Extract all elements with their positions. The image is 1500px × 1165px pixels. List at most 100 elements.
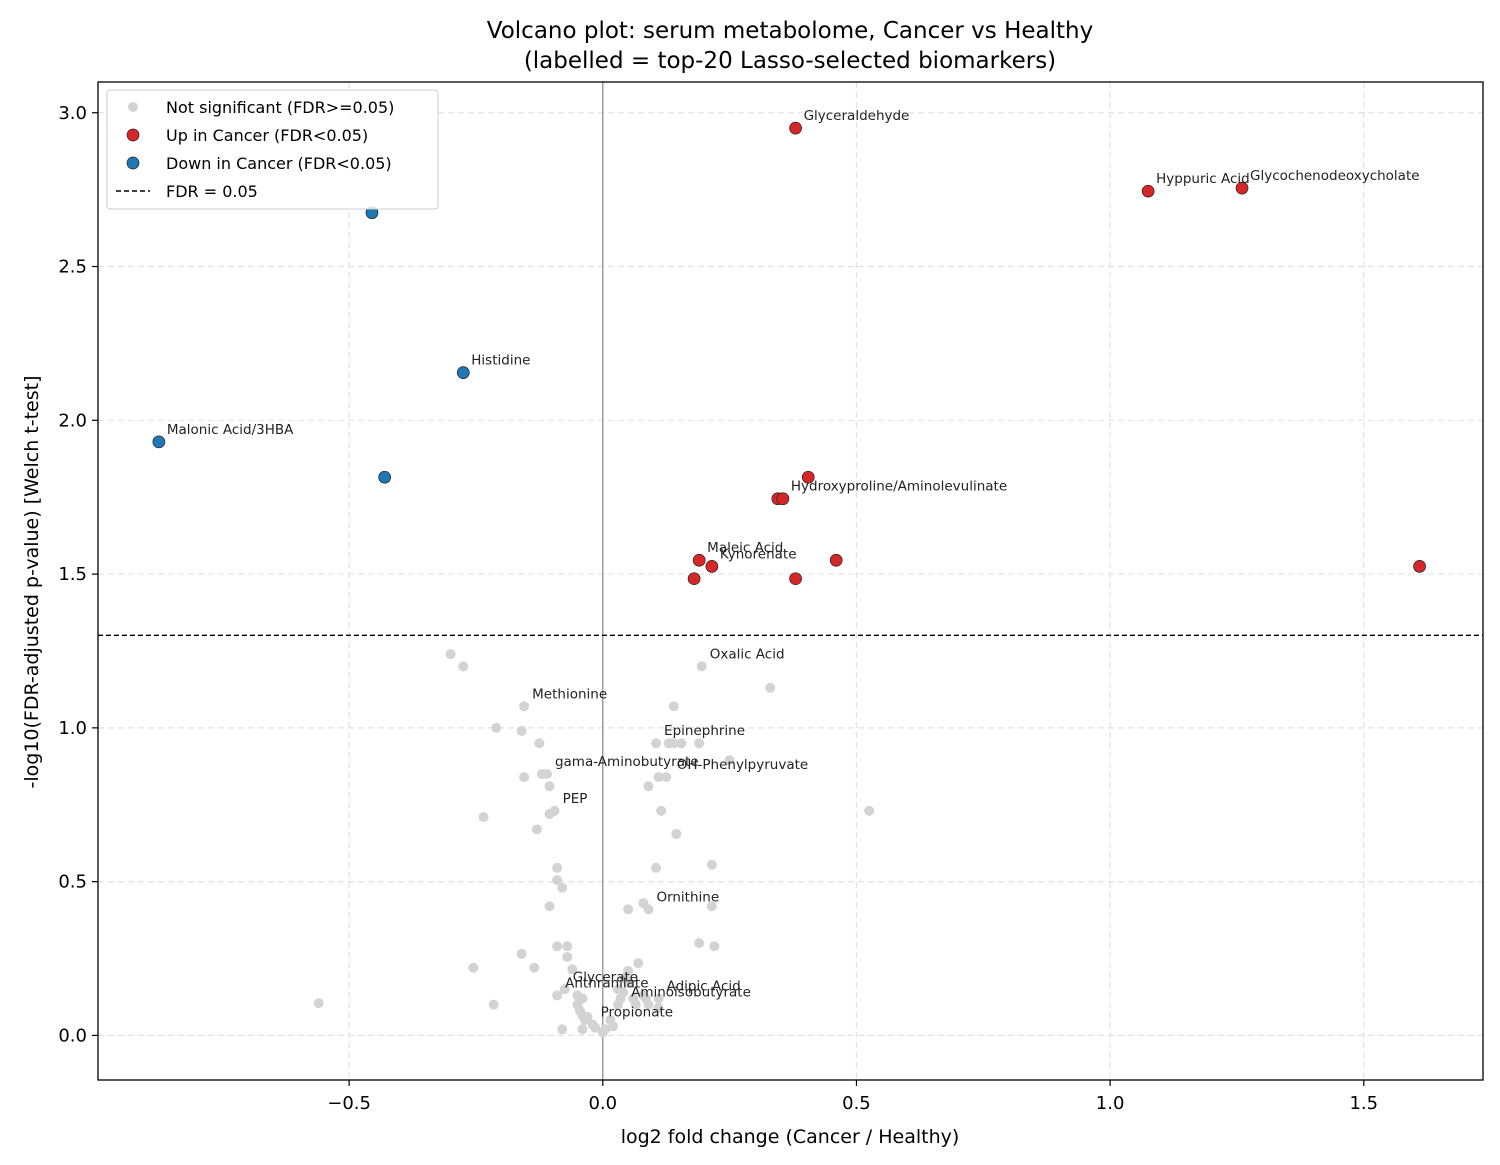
point-not-significant <box>633 958 644 969</box>
point-not-significant <box>694 738 705 749</box>
x-tick-label: 0.5 <box>842 1093 871 1114</box>
legend-marker-not-significant <box>128 102 138 112</box>
point-not-significant <box>651 738 662 749</box>
point-not-significant <box>562 951 573 962</box>
point-down-in-cancer <box>456 366 470 379</box>
point-label: Adipic Acid <box>667 978 741 994</box>
point-not-significant <box>661 772 672 783</box>
point-up-in-cancer <box>801 470 815 484</box>
point-up-in-cancer <box>687 572 701 586</box>
legend-label-not-significant: Not significant (FDR>=0.05) <box>166 98 394 117</box>
point-up-in-cancer <box>776 492 790 506</box>
data-points <box>152 121 1426 1038</box>
point-not-significant <box>552 990 563 1001</box>
point-label: Glyceraldehyde <box>804 108 910 124</box>
point-not-significant <box>552 862 563 873</box>
point-not-significant <box>567 964 578 975</box>
point-not-significant <box>653 1002 664 1013</box>
point-not-significant <box>552 875 563 886</box>
point-label: Hydroxyproline/Aminolevulinate <box>791 479 1007 495</box>
point-not-significant <box>668 738 679 749</box>
point-label: Glycerate <box>573 969 638 985</box>
y-tick-label: 0.0 <box>58 1025 87 1046</box>
point-not-significant <box>653 772 664 783</box>
y-tick-label: 3.0 <box>58 103 87 124</box>
point-not-significant <box>643 999 654 1010</box>
y-tick-label: 1.0 <box>58 718 87 739</box>
point-label: Kynorenate <box>720 546 797 562</box>
point-not-significant <box>709 941 720 952</box>
point-not-significant <box>653 993 664 1004</box>
legend-label-up: Up in Cancer (FDR<0.05) <box>166 126 368 145</box>
point-label: Aminoisobutyrate <box>631 985 751 1001</box>
legend-box <box>106 89 439 210</box>
point-not-significant <box>600 1024 611 1035</box>
x-ticks: −0.5 0.0 0.5 1.0 1.5 <box>327 1080 1378 1114</box>
point-not-significant <box>590 1022 601 1033</box>
point-not-significant <box>562 941 573 952</box>
reference-lines <box>98 82 1483 1080</box>
point-not-significant <box>534 738 545 749</box>
point-not-significant <box>549 805 560 816</box>
point-down-in-cancer <box>152 435 166 449</box>
point-not-significant <box>696 661 707 672</box>
point-label: Malonic Acid/3HBA <box>167 422 294 438</box>
point-label: Propionate <box>601 1005 673 1021</box>
point-up-in-cancer <box>1413 560 1426 573</box>
x-tick-label: 0.0 <box>588 1093 617 1114</box>
point-not-significant <box>630 999 641 1010</box>
point-not-significant <box>605 1015 616 1026</box>
x-tick-label: −0.5 <box>327 1093 371 1114</box>
point-not-significant <box>643 904 654 915</box>
y-axis-label: -log10(FDR-adjusted p-value) [Welch t-te… <box>21 376 43 789</box>
point-up-in-cancer <box>705 560 719 573</box>
point-up-in-cancer <box>789 572 802 586</box>
y-tick-label: 1.5 <box>58 564 87 585</box>
point-not-significant <box>864 805 875 816</box>
legend-label-threshold: FDR = 0.05 <box>166 182 258 201</box>
legend-label-down: Down in Cancer (FDR<0.05) <box>166 154 392 173</box>
point-not-significant <box>516 725 527 736</box>
x-axis-label: log2 fold change (Cancer / Healthy) <box>621 1126 960 1148</box>
point-not-significant <box>706 859 717 870</box>
point-label: OH-Phenylpyruvate <box>677 757 808 773</box>
point-not-significant <box>623 965 634 976</box>
point-not-significant <box>445 649 456 660</box>
point-not-significant <box>478 812 489 823</box>
point-not-significant <box>613 984 624 995</box>
point-not-significant <box>671 828 682 839</box>
point-up-in-cancer <box>1141 184 1155 198</box>
point-not-significant <box>577 1024 588 1035</box>
point-not-significant <box>557 882 568 893</box>
point-not-significant <box>706 901 717 912</box>
y-tick-label: 0.5 <box>58 872 87 893</box>
point-not-significant <box>765 682 776 693</box>
point-label: Methionine <box>532 686 607 702</box>
point-not-significant <box>519 772 530 783</box>
y-ticks: 0.0 0.5 1.0 1.5 2.0 2.5 3.0 <box>58 103 98 1046</box>
point-not-significant <box>557 1024 568 1035</box>
point-not-significant <box>541 768 552 779</box>
point-not-significant <box>559 984 570 995</box>
point-not-significant <box>668 701 679 712</box>
point-label: Histidine <box>471 353 530 369</box>
point-not-significant <box>544 901 555 912</box>
point-not-significant <box>651 862 662 873</box>
point-not-significant <box>491 722 502 733</box>
point-not-significant <box>519 701 530 712</box>
y-tick-label: 2.0 <box>58 410 87 431</box>
point-not-significant <box>544 781 555 792</box>
point-not-significant <box>531 824 542 835</box>
point-label: Hyppuric Acid <box>1156 171 1250 187</box>
chart-title: Volcano plot: serum metabolome, Cancer v… <box>487 18 1093 44</box>
point-not-significant <box>676 738 687 749</box>
point-not-significant <box>529 962 540 973</box>
point-not-significant <box>724 755 735 766</box>
point-not-significant <box>552 941 563 952</box>
point-not-significant <box>623 904 634 915</box>
point-not-significant <box>656 805 667 816</box>
grid-lines <box>98 82 1483 1080</box>
point-up-in-cancer <box>1235 181 1249 195</box>
legend-marker-down <box>126 156 140 170</box>
